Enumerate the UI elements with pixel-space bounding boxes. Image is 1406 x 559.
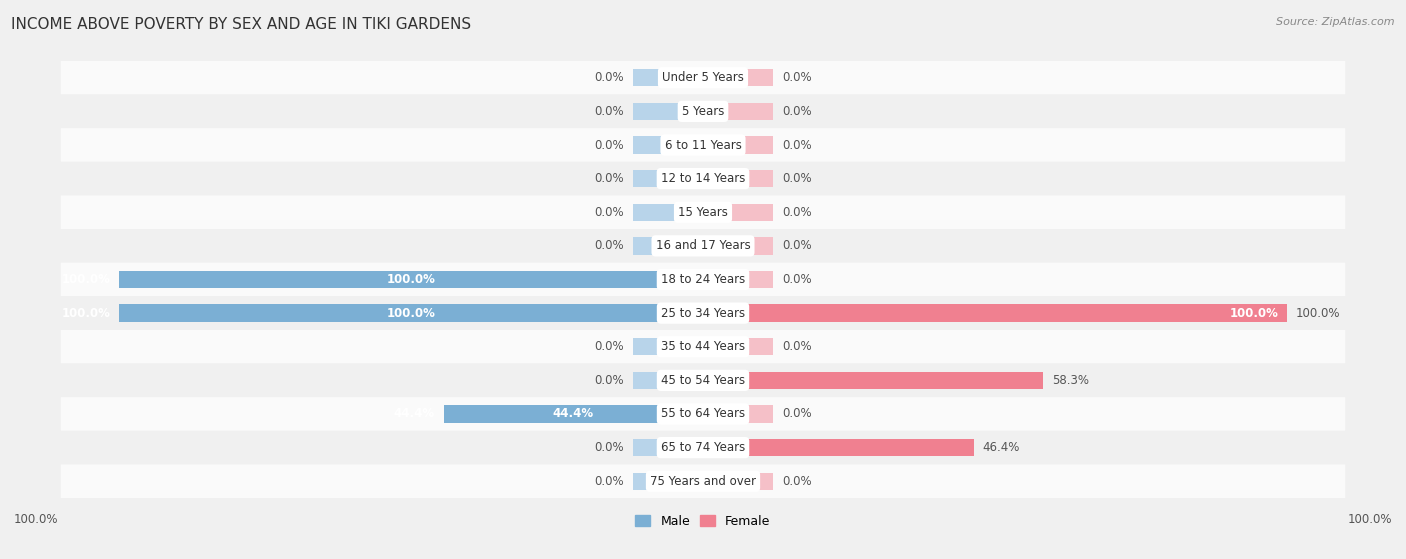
- Text: 0.0%: 0.0%: [782, 172, 811, 185]
- Bar: [633, 338, 703, 356]
- Text: Source: ZipAtlas.com: Source: ZipAtlas.com: [1277, 17, 1395, 27]
- Bar: [633, 439, 703, 456]
- Bar: [633, 237, 703, 254]
- Bar: [703, 136, 773, 154]
- FancyBboxPatch shape: [60, 330, 1346, 363]
- Bar: [120, 271, 703, 288]
- Text: 75 Years and over: 75 Years and over: [650, 475, 756, 488]
- FancyBboxPatch shape: [60, 397, 1346, 431]
- Bar: [444, 405, 703, 423]
- Bar: [633, 103, 703, 120]
- Text: 100.0%: 100.0%: [1229, 307, 1278, 320]
- Text: 0.0%: 0.0%: [595, 239, 624, 252]
- Text: 0.0%: 0.0%: [595, 172, 624, 185]
- Bar: [703, 203, 773, 221]
- Text: 0.0%: 0.0%: [595, 71, 624, 84]
- Text: Under 5 Years: Under 5 Years: [662, 71, 744, 84]
- Text: 65 to 74 Years: 65 to 74 Years: [661, 441, 745, 454]
- FancyBboxPatch shape: [60, 229, 1346, 263]
- Bar: [703, 271, 773, 288]
- Text: 100.0%: 100.0%: [387, 273, 436, 286]
- Text: 16 and 17 Years: 16 and 17 Years: [655, 239, 751, 252]
- Text: 44.4%: 44.4%: [394, 408, 434, 420]
- FancyBboxPatch shape: [60, 61, 1346, 94]
- Bar: [120, 305, 703, 322]
- Text: 0.0%: 0.0%: [782, 139, 811, 151]
- Text: 44.4%: 44.4%: [553, 408, 593, 420]
- Text: 100.0%: 100.0%: [62, 307, 111, 320]
- Text: 100.0%: 100.0%: [14, 513, 59, 526]
- FancyBboxPatch shape: [60, 162, 1346, 196]
- Bar: [633, 136, 703, 154]
- Text: 0.0%: 0.0%: [782, 273, 811, 286]
- Text: 100.0%: 100.0%: [387, 307, 436, 320]
- FancyBboxPatch shape: [60, 196, 1346, 229]
- Bar: [703, 472, 773, 490]
- Text: 0.0%: 0.0%: [595, 105, 624, 118]
- Text: 45 to 54 Years: 45 to 54 Years: [661, 374, 745, 387]
- Bar: [703, 372, 1043, 389]
- Text: 0.0%: 0.0%: [782, 475, 811, 488]
- Text: 0.0%: 0.0%: [782, 239, 811, 252]
- Text: 35 to 44 Years: 35 to 44 Years: [661, 340, 745, 353]
- Text: 100.0%: 100.0%: [1295, 307, 1340, 320]
- Bar: [633, 170, 703, 187]
- Text: 0.0%: 0.0%: [782, 71, 811, 84]
- Text: 0.0%: 0.0%: [595, 374, 624, 387]
- Bar: [703, 405, 773, 423]
- Text: 0.0%: 0.0%: [782, 105, 811, 118]
- Bar: [703, 338, 773, 356]
- Text: 0.0%: 0.0%: [595, 139, 624, 151]
- Bar: [703, 170, 773, 187]
- Text: 0.0%: 0.0%: [782, 340, 811, 353]
- Text: 46.4%: 46.4%: [983, 441, 1019, 454]
- FancyBboxPatch shape: [60, 363, 1346, 397]
- Bar: [703, 103, 773, 120]
- Bar: [633, 372, 703, 389]
- Text: 100.0%: 100.0%: [1347, 513, 1392, 526]
- Text: 0.0%: 0.0%: [595, 475, 624, 488]
- Bar: [703, 69, 773, 87]
- Text: 18 to 24 Years: 18 to 24 Years: [661, 273, 745, 286]
- Text: 0.0%: 0.0%: [782, 206, 811, 219]
- Bar: [703, 439, 974, 456]
- Text: 5 Years: 5 Years: [682, 105, 724, 118]
- Text: 0.0%: 0.0%: [782, 408, 811, 420]
- FancyBboxPatch shape: [60, 94, 1346, 128]
- FancyBboxPatch shape: [60, 128, 1346, 162]
- Text: 58.3%: 58.3%: [1052, 374, 1090, 387]
- FancyBboxPatch shape: [60, 431, 1346, 465]
- FancyBboxPatch shape: [60, 263, 1346, 296]
- Text: 6 to 11 Years: 6 to 11 Years: [665, 139, 741, 151]
- FancyBboxPatch shape: [60, 296, 1346, 330]
- Text: 100.0%: 100.0%: [62, 273, 111, 286]
- Text: 15 Years: 15 Years: [678, 206, 728, 219]
- Bar: [633, 69, 703, 87]
- Bar: [703, 237, 773, 254]
- Bar: [633, 472, 703, 490]
- Bar: [703, 305, 1286, 322]
- Text: 0.0%: 0.0%: [595, 340, 624, 353]
- Text: 55 to 64 Years: 55 to 64 Years: [661, 408, 745, 420]
- FancyBboxPatch shape: [60, 465, 1346, 498]
- Text: 25 to 34 Years: 25 to 34 Years: [661, 307, 745, 320]
- Text: 0.0%: 0.0%: [595, 441, 624, 454]
- Legend: Male, Female: Male, Female: [630, 510, 776, 533]
- Bar: [633, 203, 703, 221]
- Text: INCOME ABOVE POVERTY BY SEX AND AGE IN TIKI GARDENS: INCOME ABOVE POVERTY BY SEX AND AGE IN T…: [11, 17, 471, 32]
- Text: 0.0%: 0.0%: [595, 206, 624, 219]
- Text: 12 to 14 Years: 12 to 14 Years: [661, 172, 745, 185]
